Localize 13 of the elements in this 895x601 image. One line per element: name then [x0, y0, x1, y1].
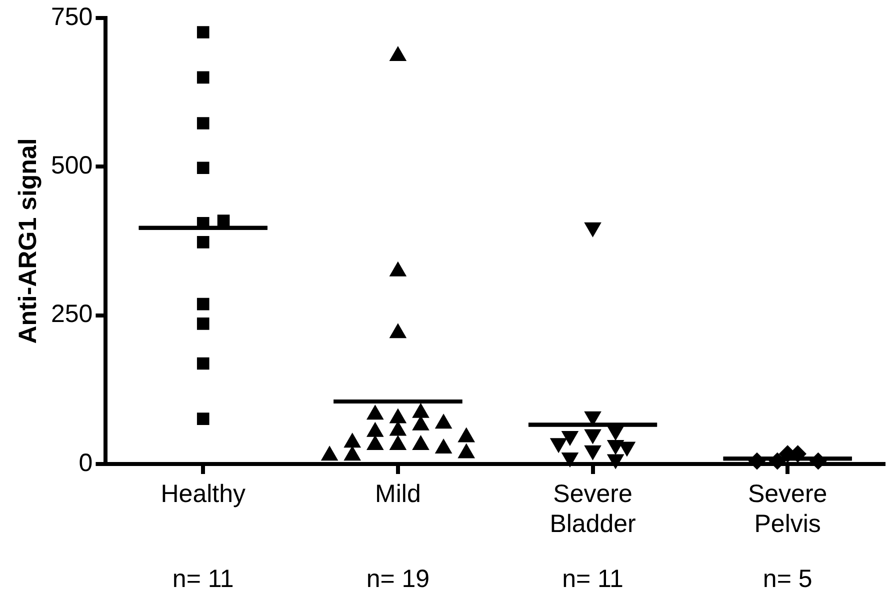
text: n= 11: [172, 564, 234, 593]
y-tick-label: 500: [50, 152, 93, 180]
text: n= 11: [562, 564, 624, 593]
y-axis-title: Anti-ARG1 signal: [14, 138, 42, 344]
text: n= 19: [366, 564, 430, 593]
x-tick-label: Severe Bladder: [550, 480, 636, 538]
x-tick-label: Mild: [375, 480, 421, 508]
x-tick-label: Healthy: [160, 480, 246, 508]
x-tick-label: Severe Pelvis: [748, 480, 828, 538]
y-tick-label: 0: [78, 448, 93, 477]
y-tick-label: 750: [50, 2, 93, 31]
y-tick-label: 250: [50, 300, 93, 328]
text: n= 5: [762, 564, 812, 593]
